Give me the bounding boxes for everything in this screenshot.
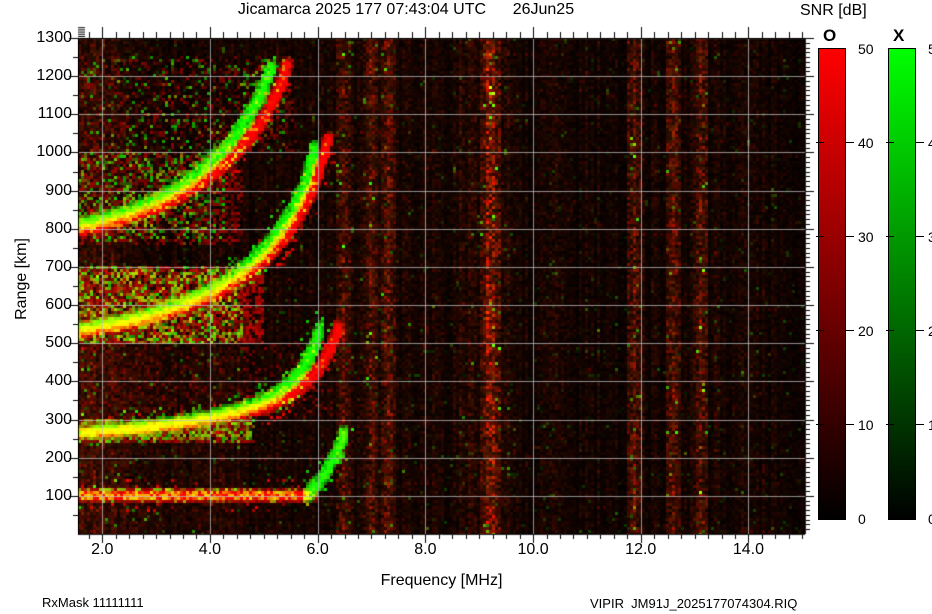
- y-tick-label: 800: [45, 219, 72, 237]
- colorbar-tick-mark: [886, 424, 894, 425]
- colorbar-tick-mark: [916, 236, 924, 237]
- colorbar-tick-mark: [886, 236, 894, 237]
- colorbar-tick-label: 50: [928, 41, 932, 57]
- colorbar-tick-mark: [916, 330, 924, 331]
- colorbar-tick-label: 40: [858, 135, 874, 151]
- y-tick-label: 100: [45, 486, 72, 504]
- y-tick-label: 400: [45, 372, 72, 390]
- y-tick-label: 1200: [36, 67, 72, 85]
- x-tick-label: 4.0: [198, 541, 222, 558]
- colorbar-o-mode: [818, 48, 846, 520]
- colorbar-tick-mark: [846, 330, 854, 331]
- y-axis-labels: 100 200 300 400 500 600 700 800 900 1000 1100 1200 1…: [0, 0, 72, 614]
- colorbar-tick-mark: [886, 330, 894, 331]
- colorbar-tick-label: 0: [858, 511, 866, 527]
- rxmask-label: RxMask 11111111: [42, 595, 144, 610]
- x-tick-label: 8.0: [414, 541, 437, 558]
- y-tick-label: 1100: [37, 105, 72, 123]
- colorbar-tick-label: 40: [928, 135, 932, 151]
- colorbar-tick-label: 20: [858, 323, 874, 339]
- x-tick-label: 2.0: [91, 541, 114, 558]
- colorbar-o-letter: O: [823, 26, 837, 45]
- y-tick-label: 700: [45, 257, 72, 275]
- colorbar-x-ticks: 0 10 20 30 40 50: [886, 40, 932, 527]
- colorbar-tick-mark: [846, 424, 854, 425]
- colorbar-tick-mark: [816, 424, 824, 425]
- y-tick-label: 300: [45, 410, 72, 428]
- y-tick-label: 200: [45, 448, 72, 466]
- colorbar-tick-label: 30: [858, 229, 874, 245]
- x-axis-labels: 2.0 4.0 6.0 8.0 10.0 12.0 14.0: [0, 541, 932, 561]
- colorbar-tick-label: 50: [858, 41, 874, 57]
- colorbar-tick-label: 30: [928, 229, 932, 245]
- colorbar-tick-mark: [846, 142, 854, 143]
- x-tick-label: 10.0: [517, 541, 549, 558]
- file-label: VIPIR JM91J_2025177074304.RIQ: [590, 596, 798, 611]
- colorbar-x-letter: X: [893, 26, 905, 45]
- colorbar-tick-label: 0: [928, 511, 932, 527]
- ionogram-plot: [78, 38, 805, 534]
- colorbar-tick-label: 10: [928, 417, 932, 433]
- colorbar-tick-mark: [886, 142, 894, 143]
- y-tick-label: 600: [45, 296, 72, 314]
- y-tick-label: 1000: [36, 143, 72, 161]
- colorbar-o-ticks: 0 10 20 30 40 50: [816, 40, 880, 526]
- colorbar-tick-mark: [846, 236, 854, 237]
- colorbar-tick-mark: [816, 142, 824, 143]
- x-tick-label: 14.0: [732, 541, 765, 558]
- colorbar-tick-mark: [816, 236, 824, 237]
- colorbar-tick-mark: [916, 142, 924, 143]
- colorbar-tick-label: 10: [858, 417, 874, 433]
- x-axis-title: Frequency [MHz]: [380, 572, 503, 589]
- x-tick-label: 12.0: [625, 541, 657, 558]
- y-tick-label: 900: [45, 181, 72, 199]
- colorbar-tick-mark: [916, 424, 924, 425]
- colorbar-tick-mark: [816, 330, 824, 331]
- ionogram-canvas: [78, 38, 805, 534]
- y-tick-label: 500: [45, 334, 72, 352]
- colorbar-tick-label: 20: [928, 323, 932, 339]
- colorbar-x-mode: [888, 48, 916, 520]
- y-axis-title: Range [km]: [13, 238, 30, 320]
- y-tick-label: 1300: [36, 29, 72, 46]
- page-title: Jicamarca 2025 177 07:43:04 UTC 26Jun25: [237, 1, 575, 18]
- colorbar-title: SNR [dB]: [800, 2, 867, 19]
- x-tick-label: 6.0: [306, 541, 329, 558]
